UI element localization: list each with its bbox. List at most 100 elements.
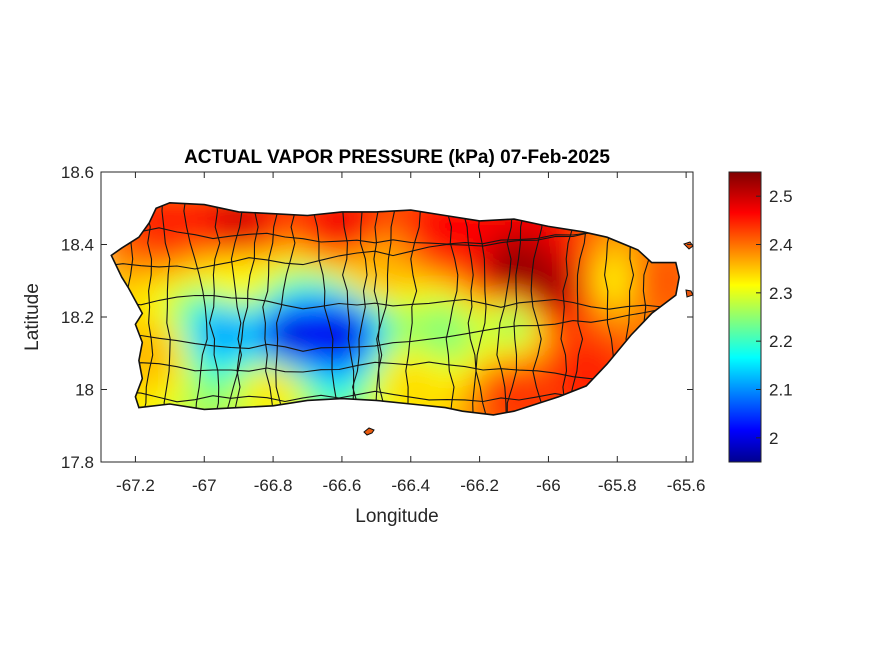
field-cell — [145, 262, 155, 272]
field-cell — [640, 262, 650, 272]
field-cell — [649, 280, 659, 290]
field-cell — [352, 226, 362, 236]
field-cell — [541, 379, 551, 389]
field-cell — [433, 226, 443, 236]
field-cell — [622, 298, 632, 308]
field-cell — [622, 325, 632, 335]
field-cell — [505, 343, 515, 353]
field-cell — [271, 271, 281, 281]
field-cell — [172, 235, 182, 245]
field-cell — [406, 262, 416, 272]
field-cell — [559, 361, 569, 371]
field-cell — [694, 244, 704, 254]
field-cell — [163, 316, 173, 326]
field-cell — [181, 271, 191, 281]
field-cell — [343, 217, 353, 227]
municipality-border — [404, 202, 424, 415]
field-cell — [334, 334, 344, 344]
field-cell — [532, 361, 542, 371]
field-cell — [388, 307, 398, 317]
field-cell — [163, 298, 173, 308]
field-cell — [541, 280, 551, 290]
field-cell — [379, 244, 389, 254]
field-cell — [577, 352, 587, 362]
field-cell — [226, 352, 236, 362]
field-cell — [514, 226, 524, 236]
field-cell — [271, 307, 281, 317]
field-cell — [226, 262, 236, 272]
field-cell — [352, 379, 362, 389]
field-cell — [487, 235, 497, 245]
field-cell — [523, 325, 533, 335]
field-cell — [370, 253, 380, 263]
field-cell — [604, 262, 614, 272]
field-cell — [379, 208, 389, 218]
field-cell — [532, 343, 542, 353]
field-cell — [532, 226, 542, 236]
field-cell — [406, 235, 416, 245]
field-cell — [424, 325, 434, 335]
field-cell — [136, 262, 146, 272]
field-cell — [334, 289, 344, 299]
field-cell — [262, 388, 272, 398]
field-cell — [577, 280, 587, 290]
field-cell — [370, 208, 380, 218]
field-cell — [172, 208, 182, 218]
field-cell — [154, 226, 164, 236]
field-cell — [145, 388, 155, 398]
field-cell — [253, 217, 263, 227]
field-cell — [343, 343, 353, 353]
field-cell — [388, 280, 398, 290]
field-cell — [541, 307, 551, 317]
field-cell — [478, 235, 488, 245]
field-cell — [154, 379, 164, 389]
field-cell — [487, 253, 497, 263]
field-cell — [541, 352, 551, 362]
field-cell — [253, 271, 263, 281]
field-cell — [649, 289, 659, 299]
field-cell — [190, 217, 200, 227]
field-cell — [460, 226, 470, 236]
field-cell — [253, 262, 263, 272]
field-cell — [397, 289, 407, 299]
field-cell — [316, 352, 326, 362]
field-cell — [541, 343, 551, 353]
field-cell — [433, 217, 443, 227]
field-cell — [145, 334, 155, 344]
field-cell — [244, 379, 254, 389]
field-cell — [244, 352, 254, 362]
field-cell — [523, 388, 533, 398]
field-cell — [190, 235, 200, 245]
field-cell — [505, 307, 515, 317]
field-cell — [181, 244, 191, 254]
field-cell — [199, 325, 209, 335]
field-cell — [523, 307, 533, 317]
field-cell — [307, 262, 317, 272]
field-cell — [334, 388, 344, 398]
x-axis-label: Longitude — [355, 506, 438, 527]
field-cell — [694, 424, 704, 434]
field-cell — [370, 370, 380, 380]
field-cell — [334, 361, 344, 371]
field-cell — [253, 244, 263, 254]
field-cell — [388, 343, 398, 353]
field-cell — [217, 343, 227, 353]
field-cell — [262, 280, 272, 290]
field-cell — [451, 388, 461, 398]
field-cell — [163, 379, 173, 389]
municipality-border — [506, 202, 525, 415]
field-cell — [316, 226, 326, 236]
field-cell — [397, 397, 407, 407]
field-cell — [433, 253, 443, 263]
field-cell — [577, 289, 587, 299]
municipality-border — [312, 202, 342, 415]
field-cell — [496, 271, 506, 281]
field-cell — [559, 226, 569, 236]
field-cell — [208, 334, 218, 344]
field-cell — [307, 307, 317, 317]
field-cell — [370, 271, 380, 281]
field-cell — [163, 202, 173, 209]
field-cell — [172, 262, 182, 272]
field-cell — [217, 352, 227, 362]
field-cell — [352, 280, 362, 290]
